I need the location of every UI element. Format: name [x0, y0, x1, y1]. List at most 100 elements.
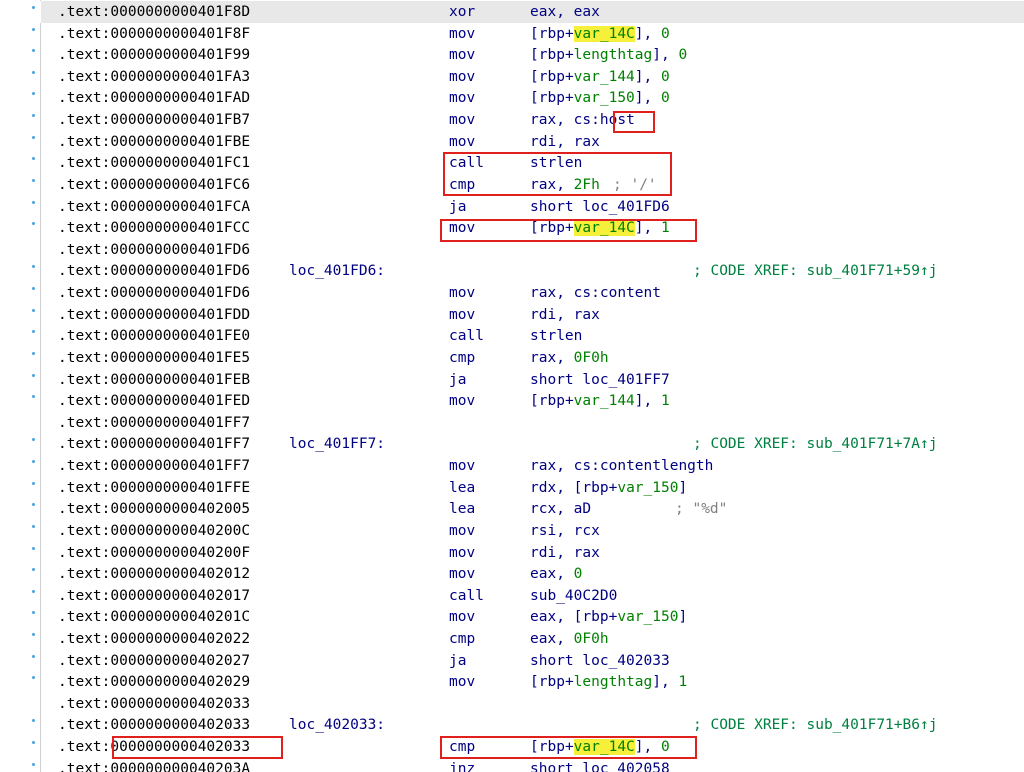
operands: rax, cs:content — [530, 285, 661, 302]
mnemonic: mov — [449, 25, 476, 42]
offset: 0000000000402017 — [110, 587, 251, 604]
operands: [rbp+lengthtag], 0 — [530, 47, 688, 64]
offset: 0000000000402012 — [110, 566, 251, 583]
breakpoint-dot — [32, 222, 35, 226]
address: .text:0000000000401F99 — [58, 44, 250, 66]
code-line: .text:0000000000401FE0 call strlen — [0, 325, 1024, 347]
mnemonic: mov — [449, 285, 476, 302]
address: .text:0000000000402033 — [58, 693, 250, 715]
breakpoint-dot — [32, 503, 35, 507]
code-line: .text:0000000000401FC6 cmp rax, 2Fh ; '/' — [0, 174, 1024, 196]
operands: [rbp+var_144], 1 — [530, 393, 670, 410]
mnemonic: call — [449, 587, 484, 604]
breakpoint-dot — [32, 49, 35, 53]
operands: [rbp+var_14C], 1 — [530, 220, 670, 237]
operands: strlen — [530, 328, 583, 345]
label: loc_401FD6: — [289, 263, 386, 280]
segment: .text: — [58, 176, 111, 193]
address: .text:0000000000401FAD — [58, 87, 250, 109]
offset: 0000000000402027 — [110, 652, 251, 669]
code-line: .text:0000000000401FD6 mov rax, cs:content — [0, 282, 1024, 304]
offset: 0000000000401FA3 — [110, 68, 251, 85]
code-line: .text:0000000000401FAD mov [rbp+var_150], … — [0, 87, 1024, 109]
segment: .text: — [58, 328, 111, 345]
offset: 0000000000401FE5 — [110, 349, 251, 366]
address: .text:0000000000402012 — [58, 563, 250, 585]
operands: rax, cs:contentlength — [530, 458, 714, 475]
address: .text:0000000000402033 — [58, 736, 250, 758]
code-line: .text:0000000000401FCC mov [rbp+var_14C], … — [0, 217, 1024, 239]
mnemonic: mov — [449, 90, 476, 107]
offset: 0000000000401FC6 — [110, 176, 251, 193]
code-line: .text:0000000000401F8F mov [rbp+var_14C], … — [0, 23, 1024, 45]
mnemonic: mov — [449, 609, 476, 626]
breakpoint-dot — [32, 157, 35, 161]
address: .text:0000000000402033 — [58, 714, 250, 736]
operands: short loc_401FD6 — [530, 198, 670, 215]
label: loc_402033: — [289, 717, 386, 734]
operands: rax, 0F0h — [530, 349, 609, 366]
breakpoint-dot — [32, 351, 35, 355]
offset: 0000000000401FD6 — [110, 241, 251, 258]
code-line: .text:0000000000402005 lea rcx, aD ; "%d" — [0, 498, 1024, 520]
mnemonic: call — [449, 328, 484, 345]
mnemonic: ja — [449, 198, 467, 215]
address: .text:0000000000401FA3 — [58, 66, 250, 88]
segment: .text: — [58, 285, 111, 302]
label: loc_401FF7: — [289, 436, 386, 453]
segment: .text: — [58, 739, 111, 756]
operands: short loc_402033 — [530, 652, 670, 669]
offset: 0000000000402022 — [110, 630, 251, 647]
operands: rax, 2Fh — [530, 176, 600, 193]
segment: .text: — [58, 414, 111, 431]
offset: 0000000000402029 — [110, 674, 251, 691]
address: .text:000000000040203A — [58, 758, 250, 772]
offset: 0000000000402005 — [110, 501, 251, 518]
segment: .text: — [58, 393, 111, 410]
segment: .text: — [58, 371, 111, 388]
mnemonic: mov — [449, 544, 476, 561]
offset: 0000000000401FEB — [110, 371, 251, 388]
address: .text:0000000000401FF7 — [58, 455, 250, 477]
code-line: .text:0000000000402033 cmp [rbp+var_14C], … — [0, 736, 1024, 758]
segment: .text: — [58, 436, 111, 453]
segment: .text: — [58, 674, 111, 691]
code-line: .text:0000000000401FE5 cmp rax, 0F0h — [0, 347, 1024, 369]
breakpoint-dot — [32, 114, 35, 118]
offset: 0000000000401FE0 — [110, 328, 251, 345]
code-line: .text:0000000000402017 call sub_40C2D0 — [0, 585, 1024, 607]
operands: [rbp+var_14C], 0 — [530, 739, 670, 756]
address: .text:0000000000402027 — [58, 650, 250, 672]
breakpoint-dot — [32, 92, 35, 96]
address: .text:0000000000401F8D — [58, 1, 250, 23]
offset: 0000000000401FF7 — [110, 414, 251, 431]
comment: ; CODE XREF: sub_401F71+7A↑j — [693, 436, 938, 453]
address: .text:0000000000401FC6 — [58, 174, 250, 196]
offset: 0000000000401F8D — [110, 4, 251, 20]
comment: ; CODE XREF: sub_401F71+59↑j — [693, 263, 938, 280]
offset: 0000000000401FCC — [110, 220, 251, 237]
address: .text:0000000000401FD6 — [58, 282, 250, 304]
address: .text:0000000000401FD6 — [58, 260, 250, 282]
segment: .text: — [58, 90, 111, 107]
offset: 0000000000401FB7 — [110, 112, 251, 129]
segment: .text: — [58, 25, 111, 42]
comment: ; '/' — [613, 176, 657, 193]
operands: rax, cs:host — [530, 112, 635, 129]
gutter-border — [40, 0, 41, 772]
mnemonic: call — [449, 155, 484, 172]
breakpoint-dot — [32, 287, 35, 291]
mnemonic: mov — [449, 306, 476, 323]
code-line: .text:0000000000401F99 mov [rbp+lengthtag]… — [0, 44, 1024, 66]
code-line: .text:0000000000401FEB ja short loc_401FF7 — [0, 369, 1024, 391]
segment: .text: — [58, 587, 111, 604]
segment: .text: — [58, 349, 111, 366]
annotation-box — [613, 111, 655, 133]
annotation-box — [112, 736, 283, 759]
mnemonic: mov — [449, 674, 476, 691]
segment: .text: — [58, 306, 111, 323]
mnemonic: ja — [449, 652, 467, 669]
address: .text:0000000000401FEB — [58, 369, 250, 391]
